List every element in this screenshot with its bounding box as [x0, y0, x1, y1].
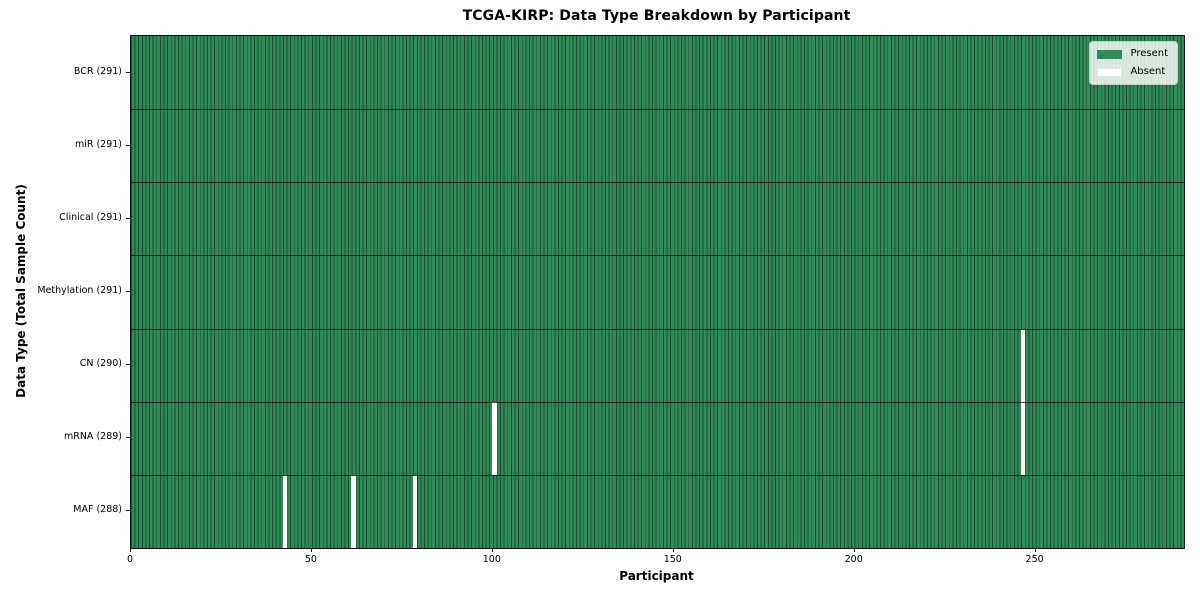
- absent-cell: [1020, 328, 1026, 402]
- y-tick-mark: [126, 364, 130, 366]
- x-tick-mark: [853, 548, 855, 552]
- y-tick-label: mRNA (289): [63, 431, 122, 443]
- y-tick-label: miR (291): [74, 138, 122, 150]
- present-swatch-icon: [1097, 49, 1123, 59]
- x-axis-label: Participant: [619, 569, 694, 583]
- y-tick-label: MAF (288): [73, 504, 122, 516]
- chart-title: TCGA-KIRP: Data Type Breakdown by Partic…: [462, 8, 851, 24]
- row-separator: [131, 328, 1184, 330]
- legend-label-present: Present: [1130, 48, 1168, 59]
- absent-cell: [1020, 401, 1026, 475]
- x-tick-label: 150: [663, 554, 682, 565]
- absent-cell: [282, 474, 287, 548]
- x-tick-mark: [672, 548, 674, 552]
- y-tick-mark: [126, 71, 130, 73]
- y-tick-mark: [126, 510, 130, 512]
- legend-entry-present: Present: [1097, 48, 1168, 60]
- x-tick-label: 200: [844, 554, 863, 565]
- legend-label-absent: Absent: [1130, 66, 1166, 77]
- y-tick-mark: [126, 437, 130, 439]
- y-tick-mark: [126, 291, 130, 292]
- absent-cell: [412, 474, 418, 548]
- heatmap-plot: Present Absent: [130, 35, 1185, 549]
- x-tick-mark: [130, 548, 131, 552]
- legend-entry-absent: Absent: [1097, 66, 1168, 78]
- x-tick-mark: [1034, 548, 1036, 552]
- row-separator: [131, 401, 1184, 403]
- x-tick-label: 250: [1025, 554, 1044, 565]
- absent-cell: [492, 401, 497, 475]
- y-tick-label: Clinical (291): [59, 211, 122, 223]
- x-tick-label: 0: [126, 554, 134, 565]
- absent-cell: [351, 474, 356, 548]
- y-tick-mark: [126, 144, 130, 146]
- row-separator: [131, 109, 1184, 111]
- row-separator: [131, 474, 1184, 476]
- x-tick-label: 100: [482, 554, 501, 565]
- x-tick-label: 50: [304, 554, 317, 565]
- row-separator: [131, 182, 1184, 184]
- row-separator: [131, 255, 1184, 257]
- y-tick-label: BCR (291): [73, 65, 122, 77]
- legend: Present Absent: [1089, 41, 1178, 85]
- y-tick-label: Methylation (291): [37, 285, 122, 296]
- y-tick-mark: [126, 217, 130, 219]
- absent-swatch-icon: [1097, 67, 1123, 77]
- x-tick-mark: [310, 548, 312, 552]
- y-tick-label: CN (290): [79, 358, 122, 370]
- x-tick-mark: [491, 548, 493, 552]
